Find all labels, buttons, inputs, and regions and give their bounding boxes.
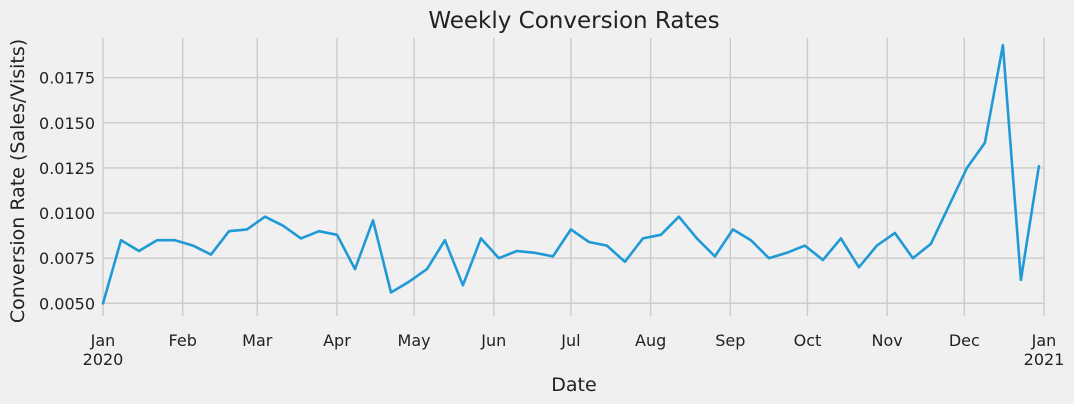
series-layer xyxy=(101,43,1041,305)
x-tick-label: May xyxy=(398,331,431,350)
x-tick-label: Jan xyxy=(90,331,116,350)
y-tick-label: 0.0150 xyxy=(39,114,95,133)
y-tick-label: 0.0125 xyxy=(39,159,95,178)
x-tick-label: Jul xyxy=(560,331,580,350)
y-tick-label: 0.0175 xyxy=(39,69,95,88)
x-tick-sublabel: 2020 xyxy=(83,350,124,369)
tick-layer: 0.00500.00750.01000.01250.01500.0175Jan2… xyxy=(39,69,1064,369)
y-tick-label: 0.0050 xyxy=(39,294,95,313)
x-tick-sublabel: 2021 xyxy=(1024,350,1065,369)
x-tick-label: Oct xyxy=(794,331,822,350)
x-tick-label: Nov xyxy=(872,331,903,350)
chart-title: Weekly Conversion Rates xyxy=(428,8,719,34)
y-tick-label: 0.0075 xyxy=(39,249,95,268)
y-axis-label: Conversion Rate (Sales/Visits) xyxy=(7,39,29,323)
y-tick-label: 0.0100 xyxy=(39,204,95,223)
x-tick-label: Jun xyxy=(480,331,506,350)
x-tick-label: Sep xyxy=(715,331,745,350)
x-tick-label: Apr xyxy=(323,331,351,350)
x-tick-label: Dec xyxy=(949,331,980,350)
x-tick-label: Jan xyxy=(1031,331,1057,350)
x-axis-label: Date xyxy=(551,374,596,396)
x-tick-label: Mar xyxy=(242,331,273,350)
x-tick-label: Feb xyxy=(169,331,197,350)
x-tick-label: Aug xyxy=(635,331,666,350)
grid-layer xyxy=(102,38,1045,316)
